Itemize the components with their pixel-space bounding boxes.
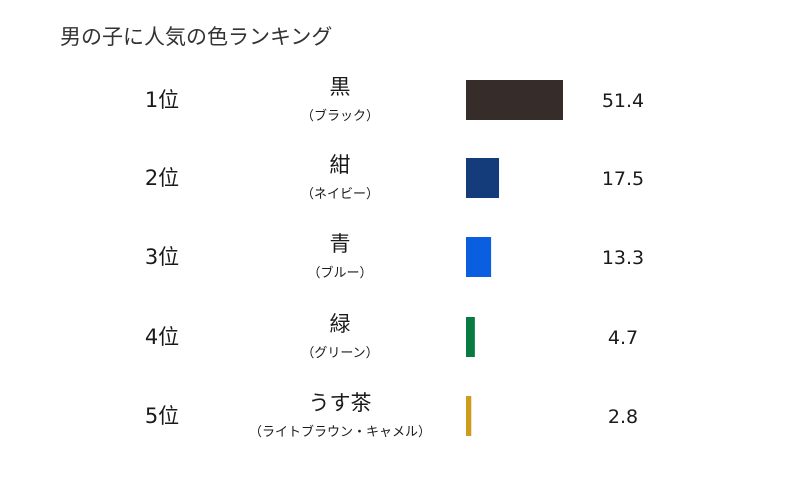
rank-label: 4位 xyxy=(145,325,179,349)
rank-label: 2位 xyxy=(145,166,179,190)
color-reading-label: （ライトブラウン・キャメル） xyxy=(249,424,431,440)
color-reading-label: （ブラック） xyxy=(301,108,379,124)
rank-label: 1位 xyxy=(145,88,179,112)
bar xyxy=(466,80,563,120)
color-name-label: 緑 xyxy=(330,312,351,336)
ranking-rows: 1位 黒 （ブラック） 51.4 2位 紺 （ネイビー） 17.5 3位 青 （ブルー） 13.3 4位… xyxy=(145,75,644,440)
value-label: 17.5 xyxy=(602,168,644,190)
rank-label: 5位 xyxy=(145,404,179,428)
bar xyxy=(466,396,472,436)
bar xyxy=(466,317,475,357)
chart-title: 男の子に人気の色ランキング xyxy=(60,25,332,49)
color-reading-label: （ネイビー） xyxy=(301,187,379,202)
value-label: 4.7 xyxy=(608,327,638,349)
color-name-label: 青 xyxy=(330,232,351,256)
color-name-label: 紺 xyxy=(330,153,351,177)
rank-label: 3位 xyxy=(145,245,179,269)
color-reading-label: （グリーン） xyxy=(301,346,378,361)
color-name-label: 黒 xyxy=(330,75,351,99)
color-name-label: うす茶 xyxy=(309,391,372,415)
value-label: 13.3 xyxy=(602,247,644,269)
value-label: 51.4 xyxy=(602,90,644,112)
value-label: 2.8 xyxy=(608,406,638,428)
bar xyxy=(466,158,500,198)
bar xyxy=(466,237,492,277)
color-reading-label: （ブルー） xyxy=(307,265,372,281)
